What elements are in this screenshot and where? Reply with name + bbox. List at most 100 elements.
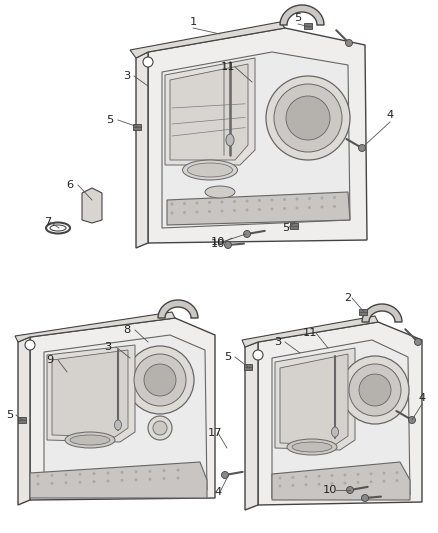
- Ellipse shape: [50, 225, 66, 231]
- Ellipse shape: [332, 427, 339, 437]
- Circle shape: [358, 144, 365, 151]
- Circle shape: [120, 471, 124, 474]
- Polygon shape: [280, 354, 348, 445]
- Text: 3: 3: [124, 71, 131, 81]
- Circle shape: [359, 374, 391, 406]
- Circle shape: [253, 350, 263, 360]
- Circle shape: [346, 487, 353, 494]
- Polygon shape: [165, 58, 255, 165]
- Circle shape: [220, 209, 223, 213]
- Circle shape: [195, 211, 198, 214]
- Text: 1: 1: [189, 17, 197, 27]
- Circle shape: [258, 208, 261, 211]
- Circle shape: [64, 481, 67, 484]
- Circle shape: [78, 481, 81, 484]
- Polygon shape: [167, 192, 350, 225]
- Circle shape: [162, 477, 166, 480]
- Circle shape: [134, 478, 138, 481]
- Circle shape: [134, 470, 138, 473]
- Circle shape: [279, 477, 282, 480]
- Circle shape: [222, 472, 229, 479]
- Text: 3: 3: [104, 342, 112, 352]
- Circle shape: [370, 472, 372, 475]
- Circle shape: [148, 416, 172, 440]
- Bar: [244, 364, 252, 370]
- Polygon shape: [18, 337, 30, 505]
- Circle shape: [92, 480, 95, 483]
- Circle shape: [208, 201, 211, 204]
- Bar: [290, 223, 298, 229]
- Polygon shape: [362, 304, 402, 322]
- Circle shape: [36, 474, 39, 478]
- Circle shape: [292, 484, 294, 487]
- Text: 10: 10: [323, 485, 337, 495]
- Bar: [359, 309, 367, 315]
- Circle shape: [308, 206, 311, 209]
- Circle shape: [106, 480, 110, 482]
- Circle shape: [321, 206, 324, 208]
- Circle shape: [341, 356, 409, 424]
- Circle shape: [331, 482, 333, 485]
- Circle shape: [414, 338, 421, 345]
- Circle shape: [36, 482, 39, 486]
- Bar: [18, 417, 26, 423]
- Circle shape: [177, 469, 180, 472]
- Circle shape: [50, 474, 53, 477]
- Polygon shape: [47, 345, 135, 442]
- Circle shape: [396, 479, 399, 482]
- Polygon shape: [170, 64, 248, 160]
- Circle shape: [343, 473, 346, 477]
- Circle shape: [357, 473, 360, 476]
- Text: 5: 5: [7, 410, 14, 420]
- Circle shape: [396, 471, 399, 474]
- Circle shape: [296, 198, 299, 200]
- Circle shape: [382, 480, 385, 483]
- Polygon shape: [275, 348, 355, 450]
- Circle shape: [283, 207, 286, 210]
- Circle shape: [148, 470, 152, 473]
- Circle shape: [134, 354, 186, 406]
- Circle shape: [220, 200, 223, 204]
- Polygon shape: [158, 300, 198, 318]
- Bar: [133, 124, 141, 130]
- Circle shape: [148, 478, 152, 481]
- Ellipse shape: [292, 442, 332, 452]
- Circle shape: [208, 210, 211, 213]
- Text: 5: 5: [224, 352, 232, 362]
- Circle shape: [292, 476, 294, 479]
- Circle shape: [357, 481, 360, 484]
- Circle shape: [246, 199, 248, 203]
- Circle shape: [286, 96, 330, 140]
- Polygon shape: [44, 335, 207, 492]
- Circle shape: [183, 211, 186, 214]
- Circle shape: [321, 197, 324, 199]
- Circle shape: [195, 201, 198, 205]
- Circle shape: [279, 484, 282, 488]
- Circle shape: [64, 473, 67, 477]
- Ellipse shape: [183, 160, 237, 180]
- Circle shape: [244, 230, 251, 238]
- Circle shape: [308, 197, 311, 200]
- Circle shape: [120, 479, 124, 482]
- Circle shape: [170, 203, 173, 206]
- Polygon shape: [162, 52, 350, 228]
- Ellipse shape: [287, 439, 337, 455]
- Text: 5: 5: [283, 223, 290, 233]
- Text: 5: 5: [106, 115, 113, 125]
- Circle shape: [349, 364, 401, 416]
- Circle shape: [144, 364, 176, 396]
- Ellipse shape: [226, 134, 234, 146]
- Circle shape: [183, 202, 186, 205]
- Polygon shape: [245, 342, 258, 510]
- Text: 17: 17: [208, 428, 222, 438]
- Polygon shape: [130, 22, 285, 58]
- Polygon shape: [280, 5, 324, 25]
- Circle shape: [333, 205, 336, 208]
- Text: 6: 6: [67, 180, 74, 190]
- Circle shape: [25, 340, 35, 350]
- Circle shape: [271, 207, 273, 211]
- Circle shape: [170, 212, 173, 214]
- Circle shape: [258, 199, 261, 202]
- Polygon shape: [272, 462, 410, 500]
- Circle shape: [318, 475, 321, 478]
